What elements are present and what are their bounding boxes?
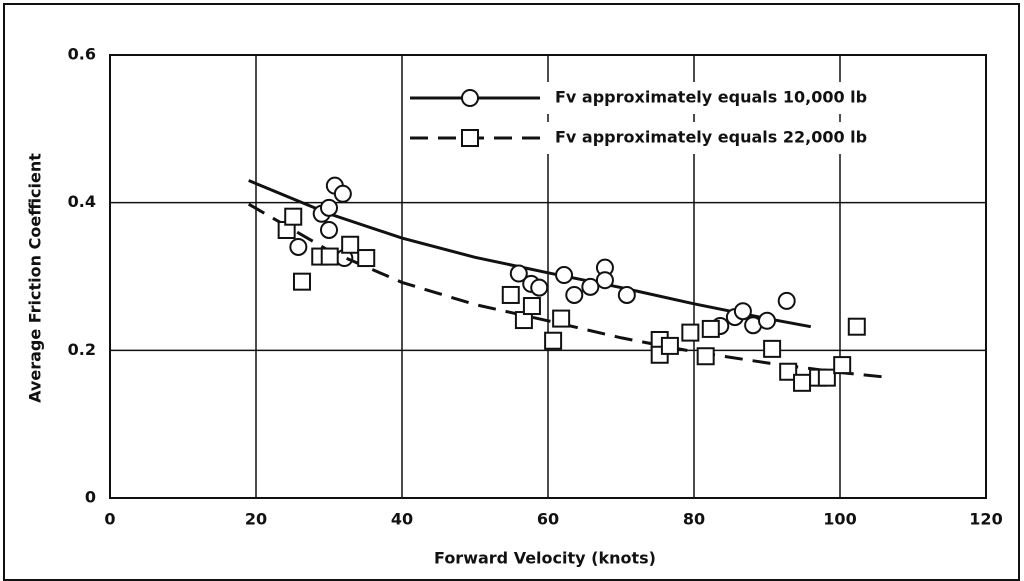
point (733, 302, 752, 321)
point (292, 272, 311, 291)
legend-label: Fv approximately equals 10,000 lb (555, 88, 867, 107)
y-tick-label: 0.6 (68, 45, 96, 64)
x-tick-label: 120 (969, 510, 1002, 529)
point (501, 285, 520, 304)
legend-marker (461, 129, 479, 147)
point (320, 247, 339, 266)
frame (3, 3, 1020, 581)
point (284, 207, 303, 226)
point (701, 319, 720, 338)
point (777, 291, 796, 310)
point (530, 278, 549, 297)
point (333, 184, 352, 203)
x-tick-label: 80 (683, 510, 705, 529)
legend-label: Fv approximately equals 22,000 lb (555, 128, 867, 147)
point (817, 368, 836, 387)
point (595, 271, 614, 290)
point (565, 285, 584, 304)
y-axis-label: Average Friction Coefficient (26, 153, 45, 403)
point (289, 237, 308, 256)
point (555, 266, 574, 285)
y-tick-label: 0.4 (68, 192, 96, 211)
point (779, 362, 798, 381)
point (660, 336, 679, 355)
point (847, 317, 866, 336)
point (522, 297, 541, 316)
point (552, 309, 571, 328)
point (544, 331, 563, 350)
point (681, 323, 700, 342)
point (509, 264, 528, 283)
point (763, 339, 782, 358)
point (833, 356, 852, 375)
point (793, 373, 812, 392)
x-tick-label: 60 (537, 510, 559, 529)
y-tick-label: 0 (85, 488, 96, 507)
point (617, 285, 636, 304)
point (320, 220, 338, 239)
point (758, 311, 776, 330)
x-tick-label: 0 (104, 510, 115, 529)
point (341, 235, 360, 254)
x-tick-label: 40 (391, 510, 413, 529)
x-tick-label: 20 (245, 510, 267, 529)
y-tick-label: 0.2 (68, 340, 96, 359)
x-axis-label: Forward Velocity (knots) (434, 549, 656, 568)
point (696, 347, 715, 366)
legend-marker (461, 89, 479, 107)
x-tick-label: 100 (823, 510, 856, 529)
point (581, 277, 600, 296)
point (357, 249, 376, 268)
point (320, 198, 338, 217)
